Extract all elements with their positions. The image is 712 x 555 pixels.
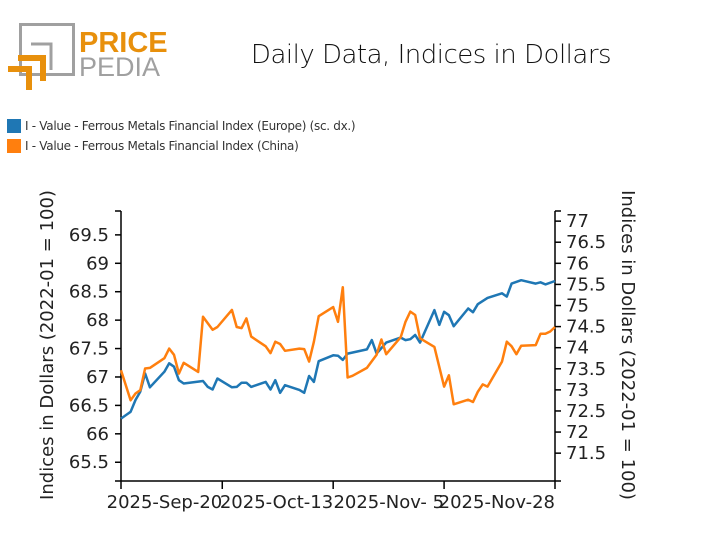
y-left-tick-label: 69 — [86, 253, 109, 274]
y-left-axis-title: Indices in Dollars (2022-01 = 100) — [37, 190, 58, 500]
svg-text:PEDIA: PEDIA — [79, 52, 160, 82]
y-right-tick-label: 75 — [566, 296, 589, 317]
y-left-tick-label: 66.5 — [69, 395, 109, 416]
y-left-tick-label: 65.5 — [69, 452, 109, 473]
series-lines — [119, 278, 556, 420]
legend-item-europe[interactable]: I - Value - Ferrous Metals Financial Ind… — [7, 119, 356, 133]
x-tick-label: 2025-Nov- 5 — [333, 492, 444, 513]
y-right-tick-label: 72.5 — [566, 401, 606, 422]
y-right-tick-label: 76.5 — [566, 232, 606, 253]
y-right-tick-label: 75.5 — [566, 274, 606, 295]
y-right-tick-label: 77 — [566, 211, 589, 232]
y-right-tick-label: 74 — [566, 338, 589, 359]
y-left-tick-label: 66 — [86, 424, 109, 445]
legend-swatch-europe — [7, 119, 21, 133]
legend-swatch-china — [7, 139, 21, 153]
y-right-axis-title: Indices in Dollars (2022-01 = 100) — [617, 190, 638, 500]
x-tick-label: 2025-Nov-28 — [439, 492, 555, 513]
series-line-europe — [120, 278, 556, 420]
y-right-tick-label: 73.5 — [566, 359, 606, 380]
y-left-tick-label: 69.5 — [69, 225, 109, 246]
y-right-tick-label: 76 — [566, 253, 589, 274]
y-right-tick-label: 74.5 — [566, 317, 606, 338]
y-left-tick-label: 67.5 — [69, 339, 109, 360]
legend-label-china: I - Value - Ferrous Metals Financial Ind… — [25, 139, 299, 153]
y-right-tick-label: 73 — [566, 380, 589, 401]
y-left-tick-label: 68 — [86, 310, 109, 331]
y-right-tick-label: 72 — [566, 422, 589, 443]
x-tick-label: 2025-Oct-13 — [220, 492, 333, 513]
pricepedia-logo: PRICE PEDIA — [8, 23, 168, 90]
y-left-tick-label: 67 — [86, 367, 109, 388]
svg-text:PRICE: PRICE — [79, 27, 168, 59]
y-left-tick-label: 68.5 — [69, 282, 109, 303]
y-right-tick-label: 71.5 — [566, 443, 606, 464]
series-line-china — [119, 285, 556, 406]
axes: 65.56666.56767.56868.56969.571.57272.573… — [69, 210, 606, 513]
x-tick-label: 2025-Sep-20 — [107, 492, 223, 513]
chart-title: Daily Data, Indices in Dollars — [250, 40, 612, 70]
legend-label-europe: I - Value - Ferrous Metals Financial Ind… — [25, 119, 356, 133]
legend-item-china[interactable]: I - Value - Ferrous Metals Financial Ind… — [7, 139, 299, 153]
